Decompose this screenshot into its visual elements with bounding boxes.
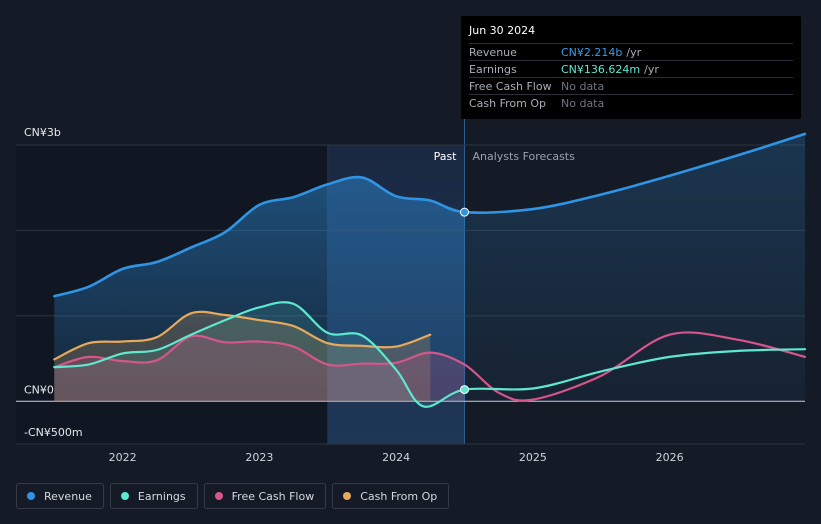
revenue-forecast-area	[464, 133, 805, 402]
y-axis-label: CN¥3b	[24, 126, 61, 139]
cash-from-op-area	[54, 311, 431, 402]
legend-label: Cash From Op	[360, 489, 438, 503]
x-tick-label: 2026	[656, 451, 684, 464]
x-tick-label: 2022	[109, 451, 137, 464]
revenue-line	[53, 132, 807, 298]
x-tick-label: 2023	[245, 451, 273, 464]
earnings-area	[54, 302, 465, 407]
y-axis-label: CN¥0	[24, 383, 54, 396]
legend-label: Free Cash Flow	[231, 489, 315, 503]
legend-label: Revenue	[44, 489, 92, 503]
tooltip-value: CN¥136.624m	[561, 62, 641, 76]
legend-dot-icon	[120, 492, 129, 500]
past-label: Past	[434, 150, 458, 163]
tooltip-date: Jun 30 2024	[469, 24, 536, 37]
tooltip-unit: /yr	[644, 62, 659, 76]
legend-dot-icon	[27, 492, 35, 500]
legend-item-free-cash-flow[interactable]: Free Cash Flow	[203, 483, 327, 509]
tooltip-label: Free Cash Flow	[469, 79, 552, 93]
tooltip-value: No data	[561, 79, 605, 93]
free-cash-flow-area	[54, 335, 465, 402]
tooltip-value: No data	[561, 96, 605, 110]
legend-label: Earnings	[137, 489, 186, 503]
x-tick-label: 2024	[382, 451, 410, 464]
data-tooltip: Jun 30 2024 Revenue CN¥2.214b /yr Earnin…	[461, 16, 801, 119]
tooltip-row-free-cash-flow: Free Cash Flow No data	[469, 77, 793, 94]
chart-legend: Revenue Earnings Free Cash Flow Cash Fro…	[16, 483, 450, 509]
revenue-highlight-point	[460, 207, 470, 217]
tooltip-row-revenue: Revenue CN¥2.214b /yr	[469, 43, 793, 60]
legend-item-cash-from-op[interactable]: Cash From Op	[332, 483, 450, 509]
tooltip-value: CN¥2.214b	[561, 45, 623, 59]
earnings-highlight-point	[460, 385, 470, 395]
tooltip-row-earnings: Earnings CN¥136.624m /yr	[469, 60, 793, 77]
earnings-line	[53, 301, 807, 408]
tooltip-label: Cash From Op	[469, 96, 547, 110]
legend-dot-icon	[343, 492, 352, 500]
x-tick-label: 2025	[519, 451, 547, 464]
tooltip-unit: /yr	[626, 45, 642, 59]
y-axis-label: -CN¥500m	[24, 426, 83, 439]
tooltip-label: Revenue	[469, 45, 517, 59]
forecast-label: Analysts Forecasts	[473, 150, 576, 163]
legend-item-earnings[interactable]: Earnings	[109, 483, 198, 509]
cash-from-op-line	[53, 310, 432, 361]
tooltip-label: Earnings	[469, 62, 517, 76]
legend-item-revenue[interactable]: Revenue	[16, 483, 104, 509]
tooltip-row-cash-from-op: Cash From Op No data	[469, 94, 793, 111]
legend-dot-icon	[214, 492, 223, 500]
